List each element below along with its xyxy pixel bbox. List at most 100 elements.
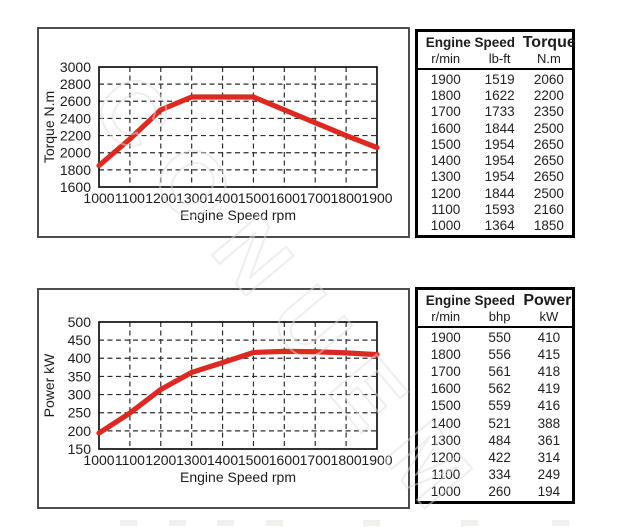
svg-text:1700: 1700 (300, 452, 331, 468)
table-cell: 2350 (533, 104, 564, 120)
torque-x-axis-title: Engine Speed rpm (180, 207, 296, 223)
power-table: Engine Speed Power r/min bhp kW 1900 550 4… (415, 287, 575, 504)
table-cell: 260 (488, 483, 511, 499)
edge-artifact (266, 520, 283, 526)
table-cell: 388 (537, 415, 561, 431)
table-cell: 416 (537, 398, 561, 414)
table-cell: 1000 (430, 483, 461, 499)
table-cell: 1519 (484, 71, 515, 87)
table-cell: 1600 (430, 120, 461, 136)
svg-text:1900: 1900 (361, 452, 392, 468)
torque-table-subheader-lbft: lb-ft (488, 51, 511, 66)
svg-text:2600: 2600 (60, 93, 91, 109)
svg-text:2000: 2000 (60, 145, 91, 161)
svg-text:1600: 1600 (269, 452, 300, 468)
table-cell: 1200 (430, 449, 461, 465)
table-row: 1600 562 419 (418, 380, 572, 397)
table-row: 1200 1844 2500 (418, 185, 572, 201)
table-cell: 415 (537, 347, 561, 363)
table-cell: 1700 (430, 104, 461, 120)
table-cell: 2500 (533, 120, 564, 136)
table-cell: 361 (537, 432, 561, 448)
svg-text:1400: 1400 (207, 190, 238, 206)
svg-text:1800: 1800 (331, 452, 362, 468)
power-table-header: Engine Speed Power r/min bhp kW (418, 290, 572, 328)
table-cell: 1700 (430, 364, 461, 380)
svg-text:500: 500 (68, 314, 92, 330)
power-y-tick-labels: 150 200 250 300 350 400 450 500 (68, 314, 92, 457)
table-cell: 314 (537, 449, 561, 465)
table-cell: 410 (537, 330, 561, 346)
svg-text:2200: 2200 (60, 127, 91, 143)
table-cell: 2500 (533, 185, 564, 201)
svg-text:1800: 1800 (60, 162, 91, 178)
table-cell: 422 (488, 449, 511, 465)
table-cell: 419 (537, 381, 561, 397)
svg-text:1200: 1200 (145, 452, 176, 468)
power-table-header-power: Power (523, 292, 572, 309)
table-row: 1800 556 415 (418, 346, 572, 363)
table-cell: 1100 (431, 466, 461, 482)
svg-text:1600: 1600 (60, 179, 91, 195)
power-y-axis-title: Power kW (41, 353, 57, 418)
table-cell: 2160 (533, 202, 564, 218)
table-cell: 2650 (533, 136, 564, 152)
svg-text:1300: 1300 (176, 452, 207, 468)
table-cell: 249 (537, 466, 561, 482)
table-row: 1700 561 418 (418, 363, 572, 380)
table-cell: 559 (488, 398, 511, 414)
table-row: 1900 1519 2060 (418, 71, 572, 87)
table-cell: 561 (488, 364, 511, 380)
table-cell: 1954 (484, 169, 515, 185)
power-curve (96, 348, 380, 436)
edge-artifact (217, 520, 234, 526)
table-cell: 2650 (533, 153, 564, 169)
table-row: 1900 550 410 (418, 329, 572, 346)
svg-text:1600: 1600 (269, 190, 300, 206)
table-row: 1500 559 416 (418, 397, 572, 414)
table-cell: 1954 (484, 153, 515, 169)
table-row: 1800 1622 2200 (418, 87, 572, 103)
table-cell: 2060 (533, 71, 564, 87)
table-row: 1700 1733 2350 (418, 104, 572, 120)
svg-text:2400: 2400 (60, 110, 91, 126)
table-row: 1200 422 314 (418, 449, 572, 466)
torque-table-header-engine-speed: Engine Speed (425, 35, 515, 50)
table-cell: 550 (488, 330, 511, 346)
torque-table-subheader-rmin: r/min (431, 51, 461, 66)
power-plot-border (98, 321, 378, 450)
svg-text:150: 150 (68, 441, 92, 457)
table-cell: 1500 (430, 136, 461, 152)
torque-table-subheader-nm: N.m (536, 51, 561, 66)
table-cell: 1593 (484, 202, 515, 218)
power-table-subheader-kw: kW (539, 309, 559, 324)
power-x-axis-title: Engine Speed rpm (180, 469, 296, 485)
table-cell: 562 (488, 381, 511, 397)
svg-text:1100: 1100 (115, 190, 145, 206)
table-cell: 1900 (430, 71, 461, 87)
svg-text:450: 450 (68, 332, 92, 348)
svg-text:300: 300 (68, 386, 92, 402)
table-cell: 484 (488, 432, 511, 448)
table-cell: 1000 (430, 218, 461, 234)
table-row: 1000 1364 1850 (418, 218, 572, 234)
power-chart: 150 200 250 300 350 400 450 500 1000 1100 1200 1300… (41, 314, 393, 485)
table-cell: 1844 (484, 120, 515, 136)
svg-text:1000: 1000 (83, 190, 114, 206)
table-cell: 1954 (484, 136, 515, 152)
table-cell: 1844 (484, 185, 515, 201)
table-row: 1600 1844 2500 (418, 120, 572, 136)
torque-table-body: 1900 1519 2060 1800 1622 2200 1700 1733 2350 1600… (418, 70, 572, 235)
table-row: 1500 1954 2650 (418, 136, 572, 152)
table-cell: 521 (488, 415, 511, 431)
edge-artifact (120, 520, 137, 526)
svg-text:250: 250 (68, 405, 92, 421)
svg-text:1200: 1200 (145, 190, 176, 206)
table-cell: 1900 (430, 330, 461, 346)
svg-text:1500: 1500 (238, 452, 269, 468)
torque-table-header: Engine Speed Torque r/min lb-ft N.m (418, 32, 576, 70)
svg-text:1800: 1800 (331, 190, 362, 206)
torque-plot-border (98, 66, 378, 188)
svg-text:2800: 2800 (60, 76, 91, 92)
table-cell: 1400 (430, 415, 461, 431)
